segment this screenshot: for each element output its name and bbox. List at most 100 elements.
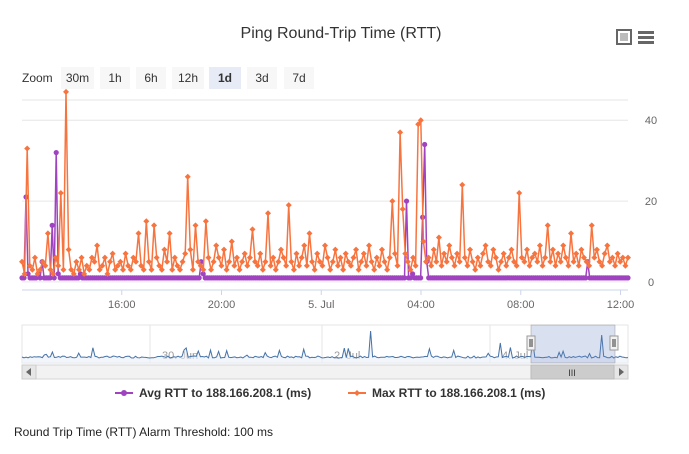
max-rtt-point	[435, 234, 442, 241]
legend-item[interactable]: Max RTT to 188.166.208.1 (ms)	[348, 386, 545, 400]
avg-rtt-point	[37, 275, 43, 281]
max-rtt-point	[399, 206, 406, 213]
max-rtt-point	[197, 262, 204, 269]
max-rtt-point	[259, 266, 266, 273]
avg-rtt-point	[25, 271, 31, 277]
zoom-button-7d[interactable]: 7d	[284, 67, 314, 89]
max-rtt-point	[50, 270, 57, 277]
max-rtt-point	[96, 266, 103, 273]
max-rtt-point	[503, 262, 510, 269]
scroll-right-arrow[interactable]	[613, 364, 629, 380]
avg-rtt-point	[198, 259, 204, 265]
max-rtt-point	[125, 262, 132, 269]
max-rtt-point	[555, 250, 562, 257]
max-rtt-point	[213, 242, 220, 249]
zoom-button-label: 7d	[292, 71, 305, 85]
zoom-button-label: 3d	[255, 71, 268, 85]
max-rtt-point	[236, 266, 243, 273]
max-rtt-point	[101, 254, 108, 261]
zoom-button-12h[interactable]: 12h	[172, 67, 204, 89]
max-rtt-point	[285, 202, 292, 209]
max-rtt-point	[448, 254, 455, 261]
max-rtt-point	[376, 262, 383, 269]
max-rtt-point	[314, 250, 321, 257]
y-tick-label: 40	[645, 115, 657, 127]
max-rtt-point	[94, 242, 101, 249]
avg-rtt-point	[47, 275, 53, 281]
max-rtt-point	[327, 266, 334, 273]
navigator-handle[interactable]	[609, 335, 619, 351]
max-rtt-point	[625, 254, 631, 261]
max-rtt-point	[29, 266, 36, 273]
max-rtt-point	[353, 246, 360, 253]
series-max-rtt	[19, 88, 631, 277]
zoom-button-1d[interactable]: 1d	[209, 67, 241, 89]
max-rtt-point	[171, 254, 178, 261]
max-rtt-point	[622, 262, 629, 269]
max-rtt-point	[619, 254, 626, 261]
zoom-label: Zoom	[22, 71, 53, 85]
max-rtt-point	[329, 258, 336, 265]
max-rtt-point	[557, 258, 564, 265]
max-rtt-point	[378, 246, 385, 253]
max-rtt-point	[135, 230, 142, 237]
max-rtt-point	[132, 258, 139, 265]
max-rtt-point	[44, 230, 51, 237]
x-tick-label: 04:00	[407, 299, 435, 311]
fullscreen-icon[interactable]	[616, 29, 632, 45]
max-rtt-point	[487, 262, 494, 269]
max-rtt-point	[55, 262, 62, 269]
max-rtt-point	[568, 230, 575, 237]
max-rtt-point	[492, 254, 499, 261]
scroll-thumb[interactable]: III	[530, 364, 615, 380]
max-rtt-point	[552, 262, 559, 269]
navigator-handle[interactable]	[526, 335, 536, 351]
navigator-scrollbar[interactable]: III	[21, 364, 629, 380]
max-rtt-point	[187, 246, 194, 253]
max-rtt-point	[508, 246, 515, 253]
max-rtt-point	[441, 250, 448, 257]
hamburger-menu-icon[interactable]	[638, 31, 654, 44]
max-rtt-point	[324, 254, 331, 261]
max-rtt-point	[145, 258, 152, 265]
max-rtt-point	[342, 250, 349, 257]
max-rtt-point	[495, 266, 502, 273]
legend-label: Max RTT to 188.166.208.1 (ms)	[372, 386, 545, 400]
max-rtt-point	[477, 262, 484, 269]
max-rtt-point	[547, 258, 554, 265]
max-rtt-point	[88, 254, 95, 261]
x-tick-label: 5. Jul	[308, 299, 334, 311]
zoom-button-30m[interactable]: 30m	[61, 67, 94, 89]
max-rtt-point	[539, 262, 546, 269]
max-rtt-point	[176, 266, 183, 273]
zoom-button-3d[interactable]: 3d	[247, 67, 277, 89]
max-rtt-point	[158, 266, 165, 273]
max-rtt-point	[265, 210, 272, 217]
max-rtt-point	[267, 262, 274, 269]
max-rtt-point	[174, 262, 181, 269]
max-rtt-point	[127, 266, 134, 273]
max-rtt-point	[599, 262, 606, 269]
avg-rtt-point	[409, 271, 416, 277]
max-rtt-point	[208, 266, 215, 273]
max-rtt-point	[358, 258, 365, 265]
max-rtt-point	[412, 262, 419, 269]
max-rtt-point	[246, 254, 253, 261]
zoom-button-label: 6h	[144, 71, 157, 85]
max-rtt-point	[443, 258, 450, 265]
max-rtt-point	[402, 250, 409, 257]
max-rtt-point	[529, 254, 536, 261]
zoom-button-6h[interactable]: 6h	[136, 67, 166, 89]
legend-item[interactable]: Avg RTT to 188.166.208.1 (ms)	[115, 386, 311, 400]
avg-rtt-point	[53, 149, 59, 156]
max-rtt-point	[536, 242, 543, 249]
navigator-selection[interactable]	[530, 324, 616, 364]
max-rtt-point	[179, 258, 186, 265]
max-rtt-point	[381, 258, 388, 265]
max-rtt-point	[262, 258, 269, 265]
zoom-button-1h[interactable]: 1h	[100, 67, 130, 89]
scroll-left-arrow[interactable]	[21, 364, 37, 380]
max-rtt-point	[544, 222, 551, 229]
